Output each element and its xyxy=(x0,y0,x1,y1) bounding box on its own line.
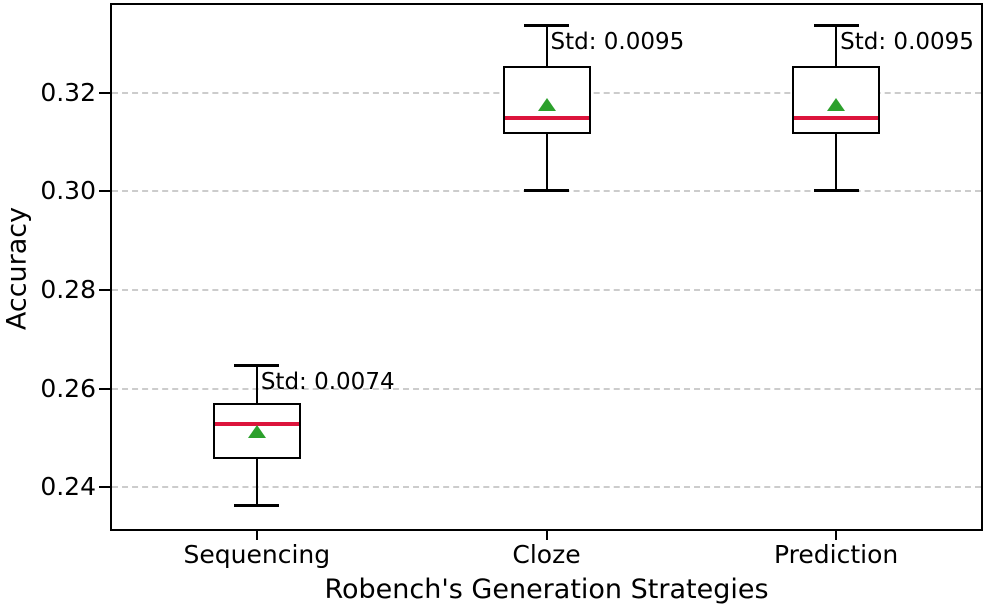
whisker-upper-sequencing xyxy=(255,364,258,404)
whisker-lower-prediction xyxy=(835,134,838,191)
mean-marker-sequencing xyxy=(247,425,266,439)
y-tick-mark xyxy=(99,91,110,94)
std-annotation-sequencing: Std: 0.0074 xyxy=(260,368,395,395)
y-tick-label: 0.28 xyxy=(40,274,96,304)
whisker-upper-prediction xyxy=(835,25,838,67)
x-tick-mark xyxy=(255,531,258,540)
x-tick-label-sequencing: Sequencing xyxy=(183,540,331,569)
median-line-cloze xyxy=(504,116,589,121)
y-tick-label: 0.32 xyxy=(40,77,96,107)
whisker-upper-cloze xyxy=(545,25,548,66)
plot-area-border xyxy=(110,3,983,531)
std-annotation-prediction: Std: 0.0095 xyxy=(840,29,974,56)
x-tick-mark xyxy=(545,531,548,540)
y-tick-mark xyxy=(99,486,110,489)
x-tick-label-cloze: Cloze xyxy=(512,540,581,569)
x-axis-title: Robench's Generation Strategies xyxy=(324,574,769,605)
std-annotation-cloze: Std: 0.0095 xyxy=(550,29,685,56)
y-tick-mark xyxy=(99,190,110,193)
y-tick-label: 0.30 xyxy=(40,176,96,206)
gridline-y-0.26 xyxy=(112,387,981,390)
median-line-sequencing xyxy=(214,422,299,426)
whisker-cap-bottom-cloze xyxy=(524,189,569,193)
x-tick-label-prediction: Prediction xyxy=(774,540,899,569)
whisker-cap-top-prediction xyxy=(813,24,859,28)
whisker-cap-bottom-sequencing xyxy=(234,504,280,508)
y-tick-mark xyxy=(99,288,110,291)
gridline-y-0.28 xyxy=(112,288,981,291)
whisker-cap-top-sequencing xyxy=(234,363,280,367)
y-tick-mark xyxy=(99,387,110,390)
whisker-lower-sequencing xyxy=(255,459,258,506)
median-line-prediction xyxy=(794,116,879,121)
x-tick-mark xyxy=(835,531,838,540)
gridline-y-0.24 xyxy=(112,486,981,489)
y-tick-label: 0.24 xyxy=(40,472,96,502)
whisker-cap-top-cloze xyxy=(524,24,569,28)
y-tick-label: 0.26 xyxy=(40,373,96,403)
mean-marker-prediction xyxy=(827,97,846,111)
whisker-lower-cloze xyxy=(545,134,548,191)
mean-marker-cloze xyxy=(537,97,556,111)
whisker-cap-bottom-prediction xyxy=(813,189,859,193)
